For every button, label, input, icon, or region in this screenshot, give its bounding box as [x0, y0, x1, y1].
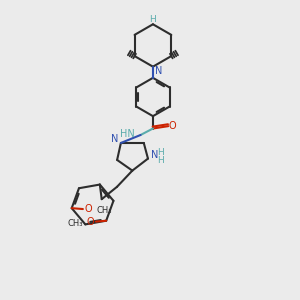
Text: HN: HN	[120, 128, 134, 139]
Text: CH₃: CH₃	[96, 206, 112, 215]
Text: O: O	[169, 121, 176, 130]
Text: H: H	[157, 148, 164, 157]
Text: N: N	[154, 66, 162, 76]
Text: O: O	[84, 204, 92, 214]
Text: N: N	[151, 150, 158, 160]
Text: H: H	[150, 15, 156, 24]
Text: N: N	[111, 134, 119, 144]
Text: H: H	[157, 157, 164, 166]
Text: O: O	[87, 217, 94, 227]
Text: CH₃: CH₃	[67, 219, 83, 228]
